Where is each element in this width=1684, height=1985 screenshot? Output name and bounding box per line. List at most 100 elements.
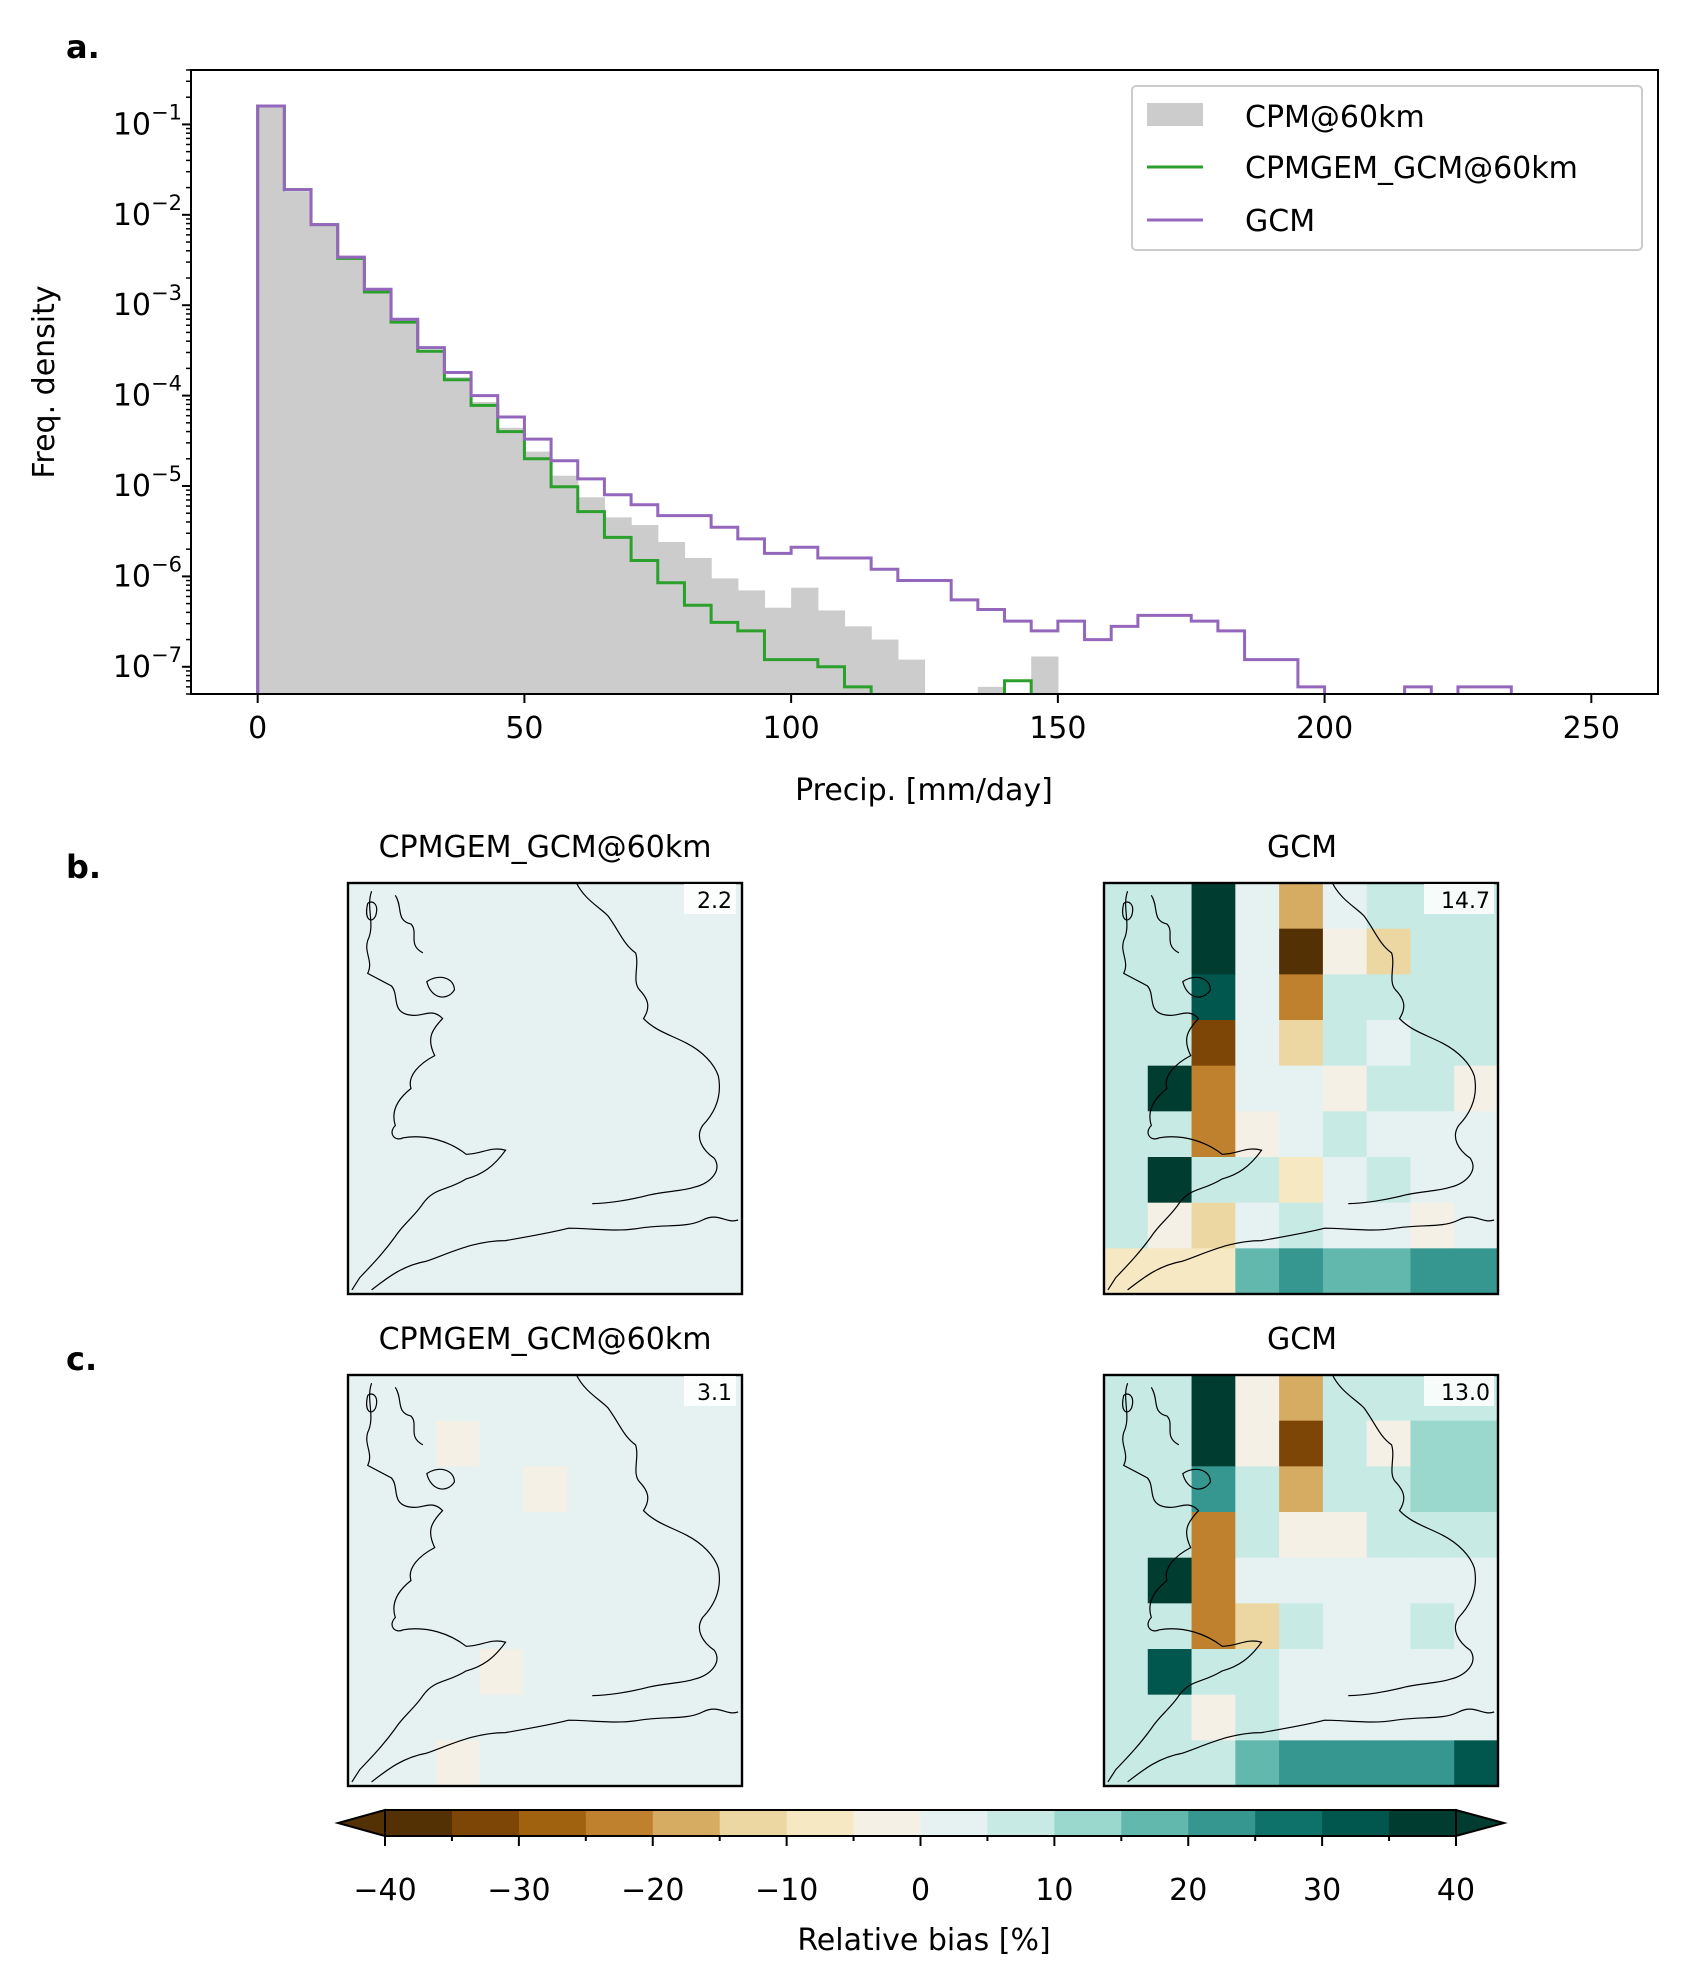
map-cell <box>610 1694 656 1741</box>
map-cell <box>1104 1420 1149 1467</box>
map-cell <box>523 1649 568 1696</box>
y-tick-exponent: −1 <box>151 100 182 124</box>
map-cell <box>1410 928 1455 975</box>
map-cell <box>1366 1111 1412 1158</box>
map-score-b-left: 2.2 <box>697 889 732 914</box>
island-outline <box>1182 976 1212 998</box>
map-cell <box>348 1649 393 1696</box>
series-line-cpmgem-gcm-60km <box>256 104 1033 694</box>
map-cell <box>1191 1512 1236 1559</box>
map-cell <box>1279 1603 1324 1650</box>
map-cell <box>435 1375 480 1422</box>
map-cell <box>523 1420 568 1467</box>
map-cell <box>654 1466 699 1513</box>
map-cell <box>1322 1065 1368 1112</box>
map-cell <box>698 928 743 975</box>
y-tick-exponent: −6 <box>151 552 182 576</box>
panel-label-b: b. <box>66 848 101 886</box>
map-cell <box>1366 1248 1412 1295</box>
map-cell <box>435 1694 480 1741</box>
map-cell <box>1191 1248 1236 1295</box>
x-tick-label: 100 <box>763 711 820 746</box>
map-cell <box>654 1420 699 1467</box>
map-cell <box>391 1020 437 1067</box>
map-cell <box>1410 1740 1455 1787</box>
island-outline <box>366 901 378 921</box>
map-cell <box>1147 1512 1193 1559</box>
map-cell <box>1410 1020 1455 1067</box>
cpm-bar <box>977 686 1006 694</box>
coastline <box>1107 1382 1263 1783</box>
map-cell <box>523 1202 568 1249</box>
map-cell <box>566 1694 612 1741</box>
map-cell <box>523 1065 568 1112</box>
map-cell <box>1235 1420 1280 1467</box>
map-cell <box>1410 1157 1455 1204</box>
colorbar-tick-label: 20 <box>1169 1873 1207 1908</box>
map-cell <box>391 1375 437 1422</box>
cpm-bar <box>711 578 739 694</box>
coastline <box>1331 1374 1476 1697</box>
map-cell <box>610 1740 656 1787</box>
map-cell <box>566 1603 612 1650</box>
map-score-labels: 2.2 14.7 3.1 13.0 <box>684 884 1494 1406</box>
coastline <box>371 1216 739 1291</box>
map-cell <box>1235 928 1280 975</box>
map-cell <box>479 1649 524 1696</box>
map-cell <box>1410 1512 1455 1559</box>
map-cell <box>566 1420 612 1467</box>
coastline <box>394 1386 424 1446</box>
colorbar-cells <box>334 1808 1508 1838</box>
cpm-bar <box>524 451 552 694</box>
map-cell <box>1366 928 1412 975</box>
map-cell <box>1191 1420 1236 1467</box>
map-cell <box>1104 1466 1149 1513</box>
map-cell <box>1366 1694 1412 1741</box>
map-cell <box>1104 1649 1149 1696</box>
colorbar-tick-label: −40 <box>353 1873 416 1908</box>
y-tick-exponent: −2 <box>151 191 182 215</box>
coastline <box>351 1382 507 1783</box>
map-cell <box>1235 1248 1280 1295</box>
colorbar-cell <box>451 1810 520 1836</box>
colorbar-cell <box>652 1810 721 1836</box>
map-cell <box>348 1111 393 1158</box>
map-cell <box>610 1248 656 1295</box>
map-cell <box>1410 1466 1455 1513</box>
y-tick-label: 10 <box>113 379 151 414</box>
map-cell <box>698 1740 743 1787</box>
map-cell <box>1410 1111 1455 1158</box>
map-cell <box>1322 1157 1368 1204</box>
map-cell <box>1191 883 1236 930</box>
colorbar-cell <box>987 1810 1055 1836</box>
map-cell <box>566 928 612 975</box>
legend-box <box>1131 85 1643 251</box>
map-cell <box>566 1512 612 1559</box>
map-cell <box>1279 1375 1324 1422</box>
colorbar-cell <box>719 1810 788 1836</box>
map-cell <box>1410 1065 1455 1112</box>
y-tick-label: 10 <box>113 288 151 323</box>
map-cell <box>1410 1557 1455 1604</box>
map-cell <box>1279 1111 1324 1158</box>
map-cell <box>1322 1603 1368 1650</box>
map-cell <box>566 974 612 1021</box>
map-cell <box>1322 1740 1368 1787</box>
colorbar: −40 −30 −20 −10 0 10 20 30 40 Relative bias [%] <box>334 1808 1508 1958</box>
y-tick-exponent: −3 <box>151 281 182 305</box>
y-axis-label: Freq. density <box>27 285 62 478</box>
map-cell <box>1366 974 1412 1021</box>
colorbar-cell <box>585 1810 654 1836</box>
map-cell <box>1235 1375 1280 1422</box>
colorbar-cell <box>1054 1810 1122 1836</box>
colorbar-cell <box>1188 1810 1256 1836</box>
map-cell <box>610 974 656 1021</box>
map-cell <box>1366 883 1412 930</box>
map-cell <box>1366 1202 1412 1249</box>
map-score-b-right: 14.7 <box>1441 889 1490 914</box>
map-cell <box>654 1157 699 1204</box>
map-cell <box>348 928 393 975</box>
histogram-panel: a. 0 50 100 150 200 250 10 −110 −210 −310 −410 −51… <box>27 28 1659 808</box>
cpm-bar <box>471 401 499 694</box>
